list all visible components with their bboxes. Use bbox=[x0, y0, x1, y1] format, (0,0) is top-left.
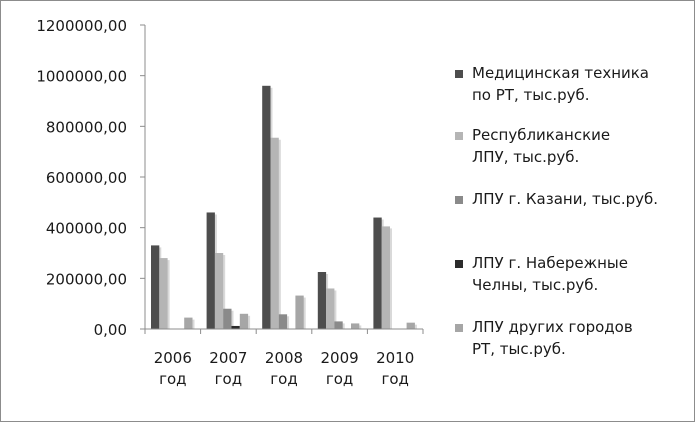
y-tick-label: 1200000,00 bbox=[36, 17, 127, 35]
y-tick-label: 0,00 bbox=[94, 321, 127, 339]
y-tick-label: 200000,00 bbox=[46, 270, 127, 288]
bar bbox=[239, 313, 249, 329]
bar bbox=[270, 137, 279, 329]
x-tick-label: 2008 год bbox=[265, 349, 303, 388]
x-axis-ticks: 2006 год 2007 год 2008 год 2009 год 2010 год bbox=[144, 329, 424, 388]
bar bbox=[231, 325, 240, 329]
bar bbox=[262, 85, 271, 329]
bar bbox=[184, 317, 193, 329]
bar bbox=[373, 217, 382, 329]
legend-entry: Медицинская техника по РТ, тыс.руб. bbox=[472, 64, 649, 104]
x-tick-label: 2010 год bbox=[376, 349, 414, 388]
bar bbox=[317, 272, 327, 329]
legend-entry: ЛПУ г. Казани, тыс.руб. bbox=[472, 190, 658, 208]
x-tick-label: 2006 год bbox=[154, 349, 192, 388]
legend-swatch bbox=[455, 324, 463, 332]
legend-entry: ЛПУ г. Набережные Челны, тыс.руб. bbox=[472, 254, 628, 294]
legend-entry: Республиканские ЛПУ, тыс.руб. bbox=[472, 126, 610, 166]
bar bbox=[406, 322, 415, 329]
bar bbox=[223, 308, 232, 329]
legend-swatch bbox=[455, 196, 463, 204]
y-tick-label: 1000000,00 bbox=[36, 68, 127, 86]
legend-swatch bbox=[455, 70, 463, 78]
legend: Медицинская техника по РТ, тыс.руб. Респуб… bbox=[455, 64, 658, 358]
bars bbox=[151, 85, 417, 329]
bar bbox=[278, 314, 288, 329]
bar bbox=[381, 226, 390, 329]
y-tick-label: 800000,00 bbox=[46, 118, 127, 136]
x-tick-label: 2009 год bbox=[321, 349, 359, 388]
bar bbox=[326, 288, 335, 329]
bar bbox=[295, 295, 304, 329]
bar bbox=[351, 323, 360, 329]
x-tick-label: 2007 год bbox=[209, 349, 247, 388]
legend-entry: ЛПУ других городов РТ, тыс.руб. bbox=[472, 318, 633, 358]
bar bbox=[214, 253, 224, 329]
bar bbox=[334, 321, 343, 329]
legend-swatch bbox=[455, 132, 463, 140]
bar bbox=[151, 245, 160, 329]
y-tick-label: 400000,00 bbox=[46, 220, 127, 238]
bar bbox=[206, 212, 215, 329]
y-tick-label: 600000,00 bbox=[46, 169, 127, 187]
bar bbox=[159, 258, 168, 329]
legend-swatch bbox=[455, 260, 463, 268]
y-axis-ticks: 0,00 200000,00 400000,00 600000,00 800000,00… bbox=[36, 17, 145, 339]
